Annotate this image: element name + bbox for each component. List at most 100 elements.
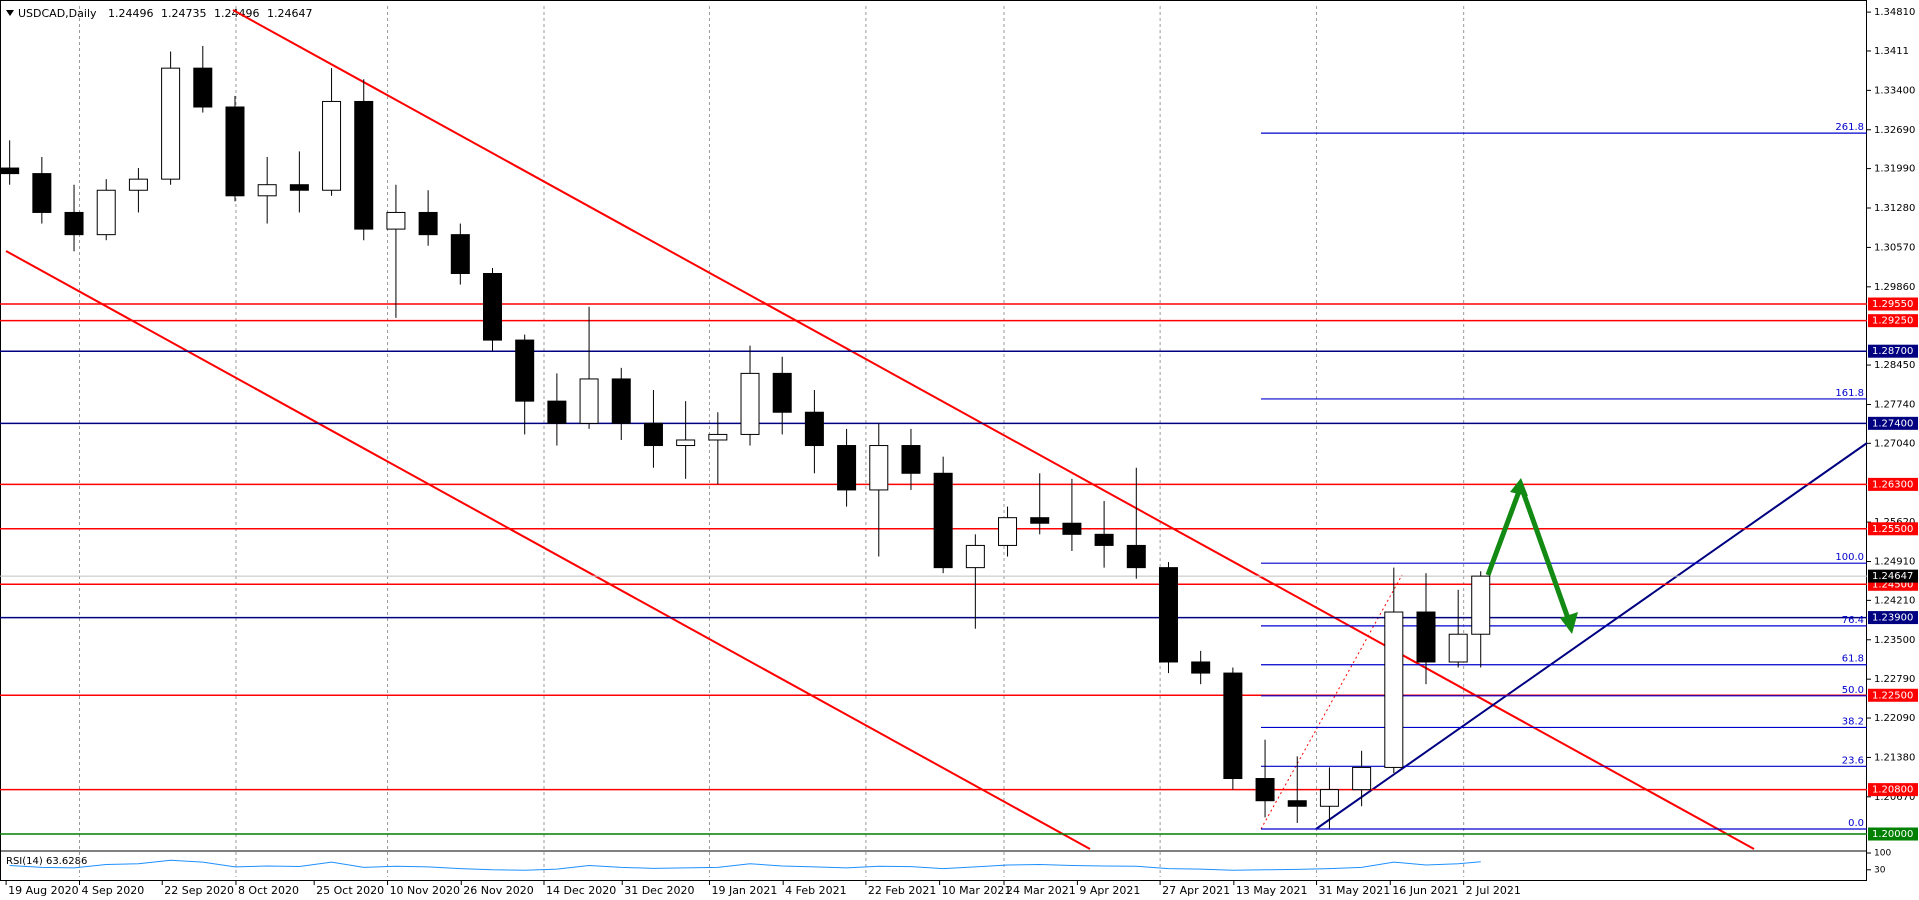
level-label: 1.24500 — [1872, 579, 1913, 590]
rsi-tick-label: 100 — [1874, 849, 1891, 859]
y-tick-label: 1.22790 — [1874, 674, 1915, 685]
channel-upper — [232, 9, 1755, 850]
y-tick-label: 1.32690 — [1874, 125, 1915, 136]
candle-body — [1448, 633, 1468, 663]
candle-body — [611, 378, 631, 424]
candle-body — [32, 173, 52, 213]
fib-label: 23.6 — [1842, 755, 1864, 766]
level-label-box — [1868, 688, 1918, 702]
header-open: 1.24496 — [108, 7, 154, 20]
candle-body — [1471, 575, 1491, 635]
level-label: 1.26300 — [1872, 479, 1913, 490]
candle-body — [193, 67, 213, 108]
candle-body — [1191, 661, 1211, 674]
candle-body — [643, 422, 663, 447]
plot-frame — [0, 0, 1867, 881]
candle-body — [1158, 567, 1178, 663]
x-tick-label: 31 Dec 2020 — [624, 884, 694, 897]
level-label-box — [1868, 522, 1918, 536]
fib-label: 38.2 — [1842, 716, 1864, 727]
x-tick-label: 22 Sep 2020 — [164, 884, 234, 897]
candle-body — [128, 178, 148, 191]
candle-body — [1255, 778, 1275, 802]
candle-body — [837, 445, 857, 491]
candle-body — [289, 184, 309, 191]
x-tick-label: 2 Jul 2021 — [1466, 884, 1521, 897]
candle-body — [257, 184, 277, 197]
candle-body — [708, 433, 728, 441]
level-label-box — [1868, 477, 1918, 491]
fib-anchor-line — [1260, 574, 1403, 830]
level-label-box — [1868, 314, 1918, 328]
level-label: 1.29550 — [1872, 299, 1913, 310]
candle-body — [740, 372, 760, 435]
fib-label: 161.8 — [1835, 388, 1864, 399]
level-label-box — [1868, 344, 1918, 358]
y-tick-label: 1.24910 — [1874, 557, 1915, 568]
level-label-box — [1868, 416, 1918, 430]
x-tick-label: 24 Mar 2021 — [1006, 884, 1076, 897]
level-label: 1.20800 — [1872, 785, 1913, 796]
level-label: 1.25500 — [1872, 524, 1913, 535]
fib-label: 50.0 — [1842, 685, 1864, 696]
candle-body — [515, 339, 535, 402]
candle-body — [1416, 611, 1436, 663]
level-label: 1.28700 — [1872, 346, 1913, 357]
candle-body — [1287, 800, 1307, 807]
level-label: 1.22500 — [1872, 690, 1913, 701]
candle-body — [772, 372, 792, 413]
menu-triangle[interactable] — [6, 10, 14, 16]
level-label: 1.29250 — [1872, 316, 1913, 327]
header-close: 1.24647 — [267, 7, 313, 20]
fib-label: 61.8 — [1842, 654, 1864, 665]
candle-body — [225, 106, 245, 197]
candle-body — [869, 445, 889, 491]
support-trendline — [1315, 442, 1868, 830]
level-label-box — [1868, 783, 1918, 797]
candle-body — [933, 472, 953, 569]
level-label: 1.20000 — [1872, 829, 1913, 840]
candle-body — [547, 400, 567, 424]
level-label-box — [1868, 827, 1918, 841]
y-tick-label: 1.30570 — [1874, 242, 1915, 253]
x-tick-label: 8 Oct 2020 — [238, 884, 299, 897]
candle-body — [1223, 672, 1243, 780]
x-tick-label: 14 Dec 2020 — [546, 884, 616, 897]
rsi-tick-label: 30 — [1874, 865, 1886, 875]
y-tick-label: 1.31280 — [1874, 203, 1915, 214]
header-high: 1.24735 — [161, 7, 207, 20]
candle-body — [418, 211, 438, 236]
x-tick-label: 10 Nov 2020 — [390, 884, 460, 897]
y-tick-label: 1.34810 — [1874, 7, 1915, 18]
y-tick-label: 1.3411 — [1874, 46, 1909, 57]
y-tick-label: 1.33400 — [1874, 85, 1915, 96]
y-tick-label: 1.21380 — [1874, 752, 1915, 763]
y-tick-label: 1.31990 — [1874, 164, 1915, 175]
fib-label: 100.0 — [1835, 552, 1864, 563]
candle-body — [450, 234, 470, 274]
y-tick-label: 1.28450 — [1874, 360, 1915, 371]
candle-body — [1094, 533, 1114, 546]
x-tick-label: 10 Mar 2021 — [942, 884, 1012, 897]
level-label: 1.23900 — [1872, 613, 1913, 624]
fib-label: 76.4 — [1842, 615, 1864, 626]
candle-body — [1062, 522, 1082, 535]
level-label-box — [1868, 611, 1918, 625]
candle-body — [161, 67, 181, 180]
candle-body — [354, 100, 374, 230]
candle-body — [0, 167, 20, 175]
x-tick-label: 13 May 2021 — [1236, 884, 1308, 897]
arrow-head-down — [1560, 612, 1578, 634]
candle-body — [998, 517, 1018, 546]
candle-body — [1126, 544, 1146, 569]
x-tick-label: 31 May 2021 — [1319, 884, 1391, 897]
x-tick-label: 25 Oct 2020 — [316, 884, 384, 897]
y-tick-label: 1.23500 — [1874, 635, 1915, 646]
current-price-label: 1.24647 — [1872, 571, 1913, 582]
current-price-box — [1868, 569, 1918, 583]
y-tick-label: 1.22090 — [1874, 713, 1915, 724]
candle-body — [1030, 517, 1050, 524]
